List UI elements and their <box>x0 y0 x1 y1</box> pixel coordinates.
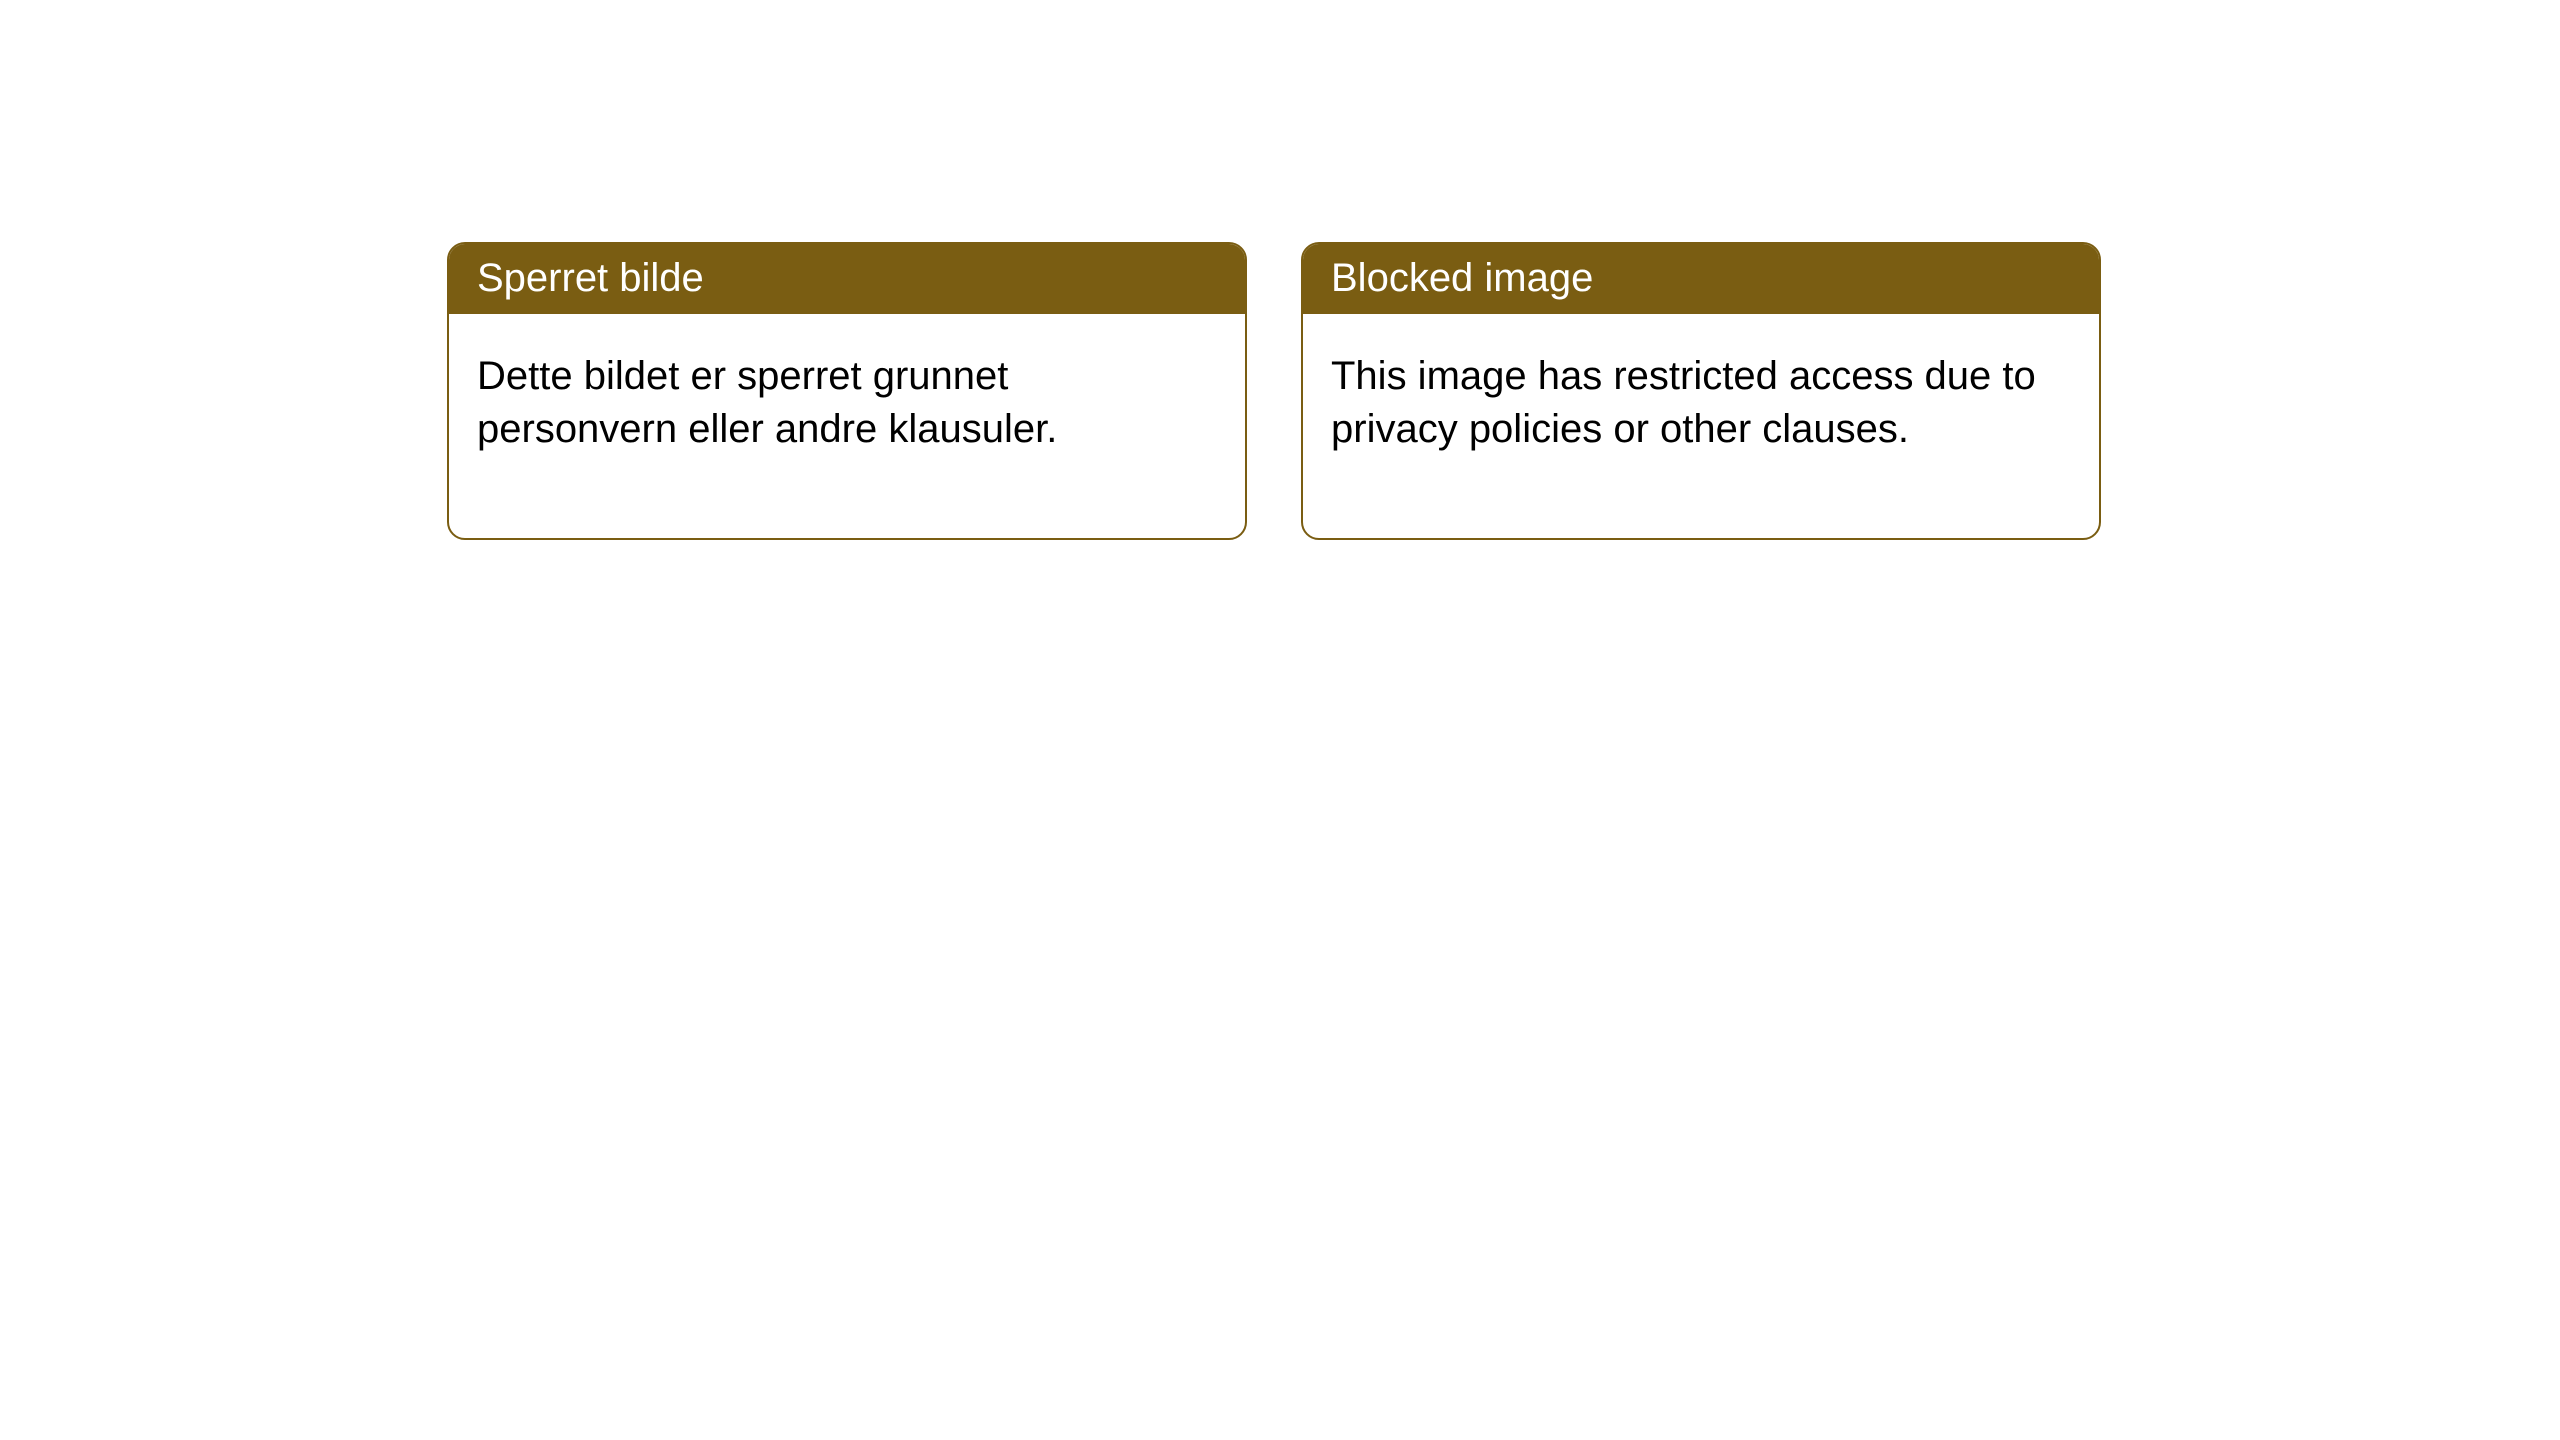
card-title: Sperret bilde <box>477 256 704 300</box>
blocked-image-card-english: Blocked image This image has restricted … <box>1301 242 2101 540</box>
card-body-text: This image has restricted access due to … <box>1331 354 2036 451</box>
card-title: Blocked image <box>1331 256 1593 300</box>
card-body-norwegian: Dette bildet er sperret grunnet personve… <box>449 314 1245 538</box>
card-header-english: Blocked image <box>1303 244 2099 314</box>
card-body-text: Dette bildet er sperret grunnet personve… <box>477 354 1057 451</box>
card-body-english: This image has restricted access due to … <box>1303 314 2099 538</box>
notice-container: Sperret bilde Dette bildet er sperret gr… <box>0 0 2560 540</box>
card-header-norwegian: Sperret bilde <box>449 244 1245 314</box>
blocked-image-card-norwegian: Sperret bilde Dette bildet er sperret gr… <box>447 242 1247 540</box>
